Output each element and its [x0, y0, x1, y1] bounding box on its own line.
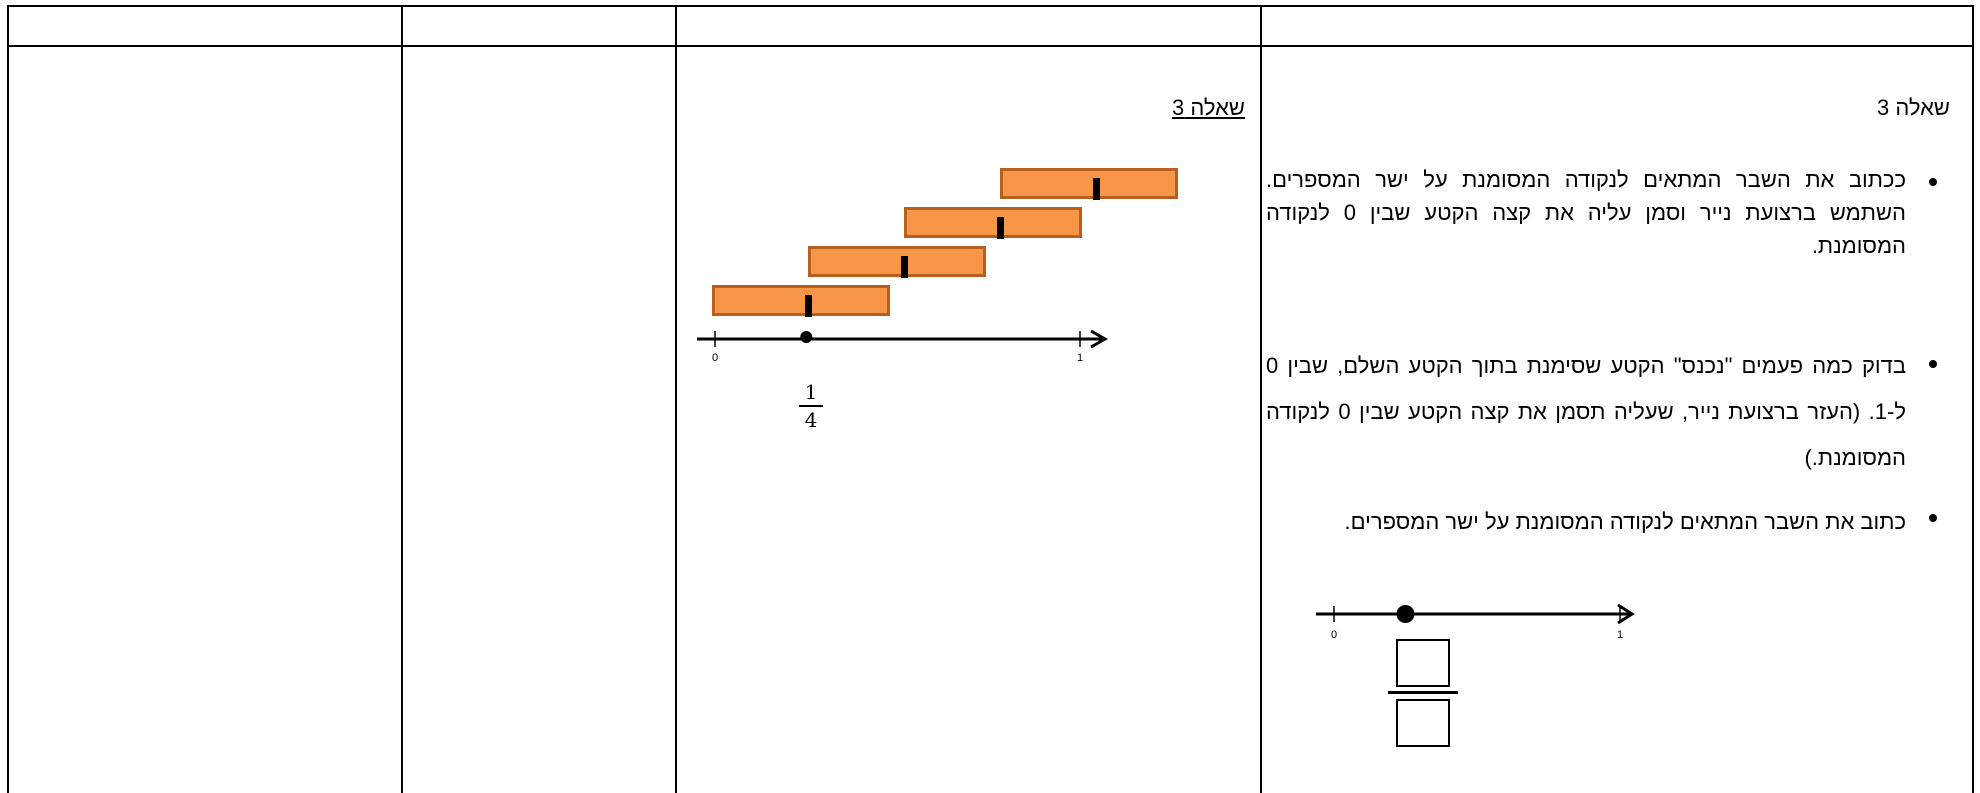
bullet-2-text: בדוק כמה פעמים "נכנס" הקטע שסימנת בתוך ה… [1266, 353, 1906, 470]
paper-strip [1000, 168, 1178, 200]
tick-label-start: 0 [712, 352, 718, 364]
answer-cell: שאלה 3 0 1 1 4 [677, 47, 1260, 793]
bullet-3-text: כתוב את השבר המתאים לנקודה המסומנת על יש… [1344, 509, 1906, 534]
column-divider-3 [1260, 5, 1262, 793]
fraction-numerator: 1 [804, 380, 818, 404]
strip-end-mark [1093, 178, 1100, 200]
tick-label-end: 1 [1617, 629, 1623, 641]
strip-end-mark [901, 256, 908, 278]
strip-end-mark [997, 217, 1004, 239]
bullet-3-dot [1929, 514, 1937, 522]
bullet-2-dot [1929, 360, 1937, 368]
paper-strip [712, 285, 890, 317]
fraction-bar [1388, 691, 1458, 694]
answer-heading: שאלה 3 [1172, 95, 1245, 120]
question-cell: שאלה 3 ככתוב את השבר המתאים לנקודה המסומ… [1262, 47, 1972, 793]
fraction-denominator: 4 [804, 407, 818, 432]
table-left-border [7, 5, 9, 793]
question-number-line: 0 1 [1316, 603, 1635, 641]
fraction-bar [799, 405, 823, 407]
tick-label-end: 1 [1077, 352, 1083, 364]
column-divider-1 [401, 5, 403, 793]
marked-point [1396, 605, 1415, 623]
table-header-divider [7, 45, 1974, 47]
table-right-border [1972, 5, 1974, 793]
denominator-input-box[interactable] [1396, 699, 1450, 747]
column-divider-2 [675, 5, 677, 793]
table-top-border [7, 5, 1974, 7]
paper-strip [808, 246, 986, 278]
bullet-1-text: ככתוב את השבר המתאים לנקודה המסומנת על י… [1266, 167, 1906, 258]
bullet-1-dot [1929, 178, 1937, 186]
tick-label-start: 0 [1331, 629, 1337, 641]
marked-point [800, 331, 813, 343]
question-heading: שאלה 3 [1877, 95, 1950, 120]
paper-strip [904, 207, 1082, 239]
answer-fraction: 1 4 [796, 381, 826, 431]
numerator-input-box[interactable] [1396, 639, 1450, 687]
strip-end-mark [805, 295, 812, 317]
answer-number-line: 0 1 [697, 329, 1109, 364]
